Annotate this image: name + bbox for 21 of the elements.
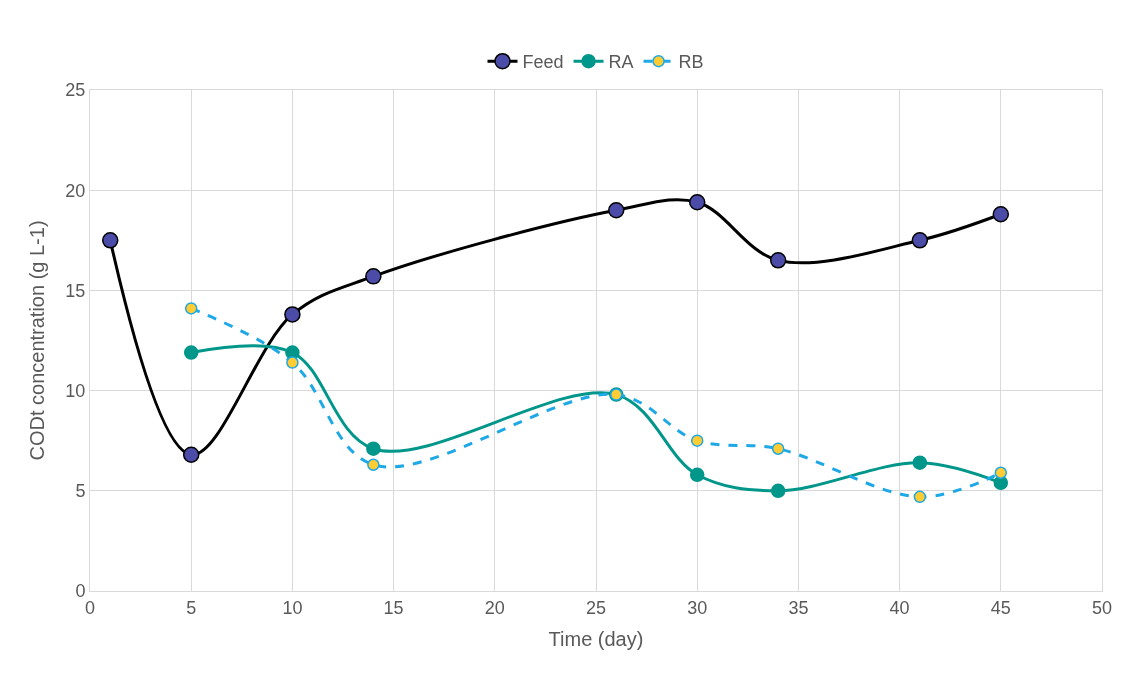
y-tick-label: 5	[75, 481, 86, 502]
legend-label: RB	[678, 52, 704, 73]
x-tick-label: 30	[687, 597, 708, 618]
x-tick-label: 10	[282, 597, 303, 618]
x-tick-label: 20	[484, 597, 505, 618]
y-tick-label: 10	[65, 380, 86, 401]
x-tick-label: 5	[186, 597, 197, 618]
x-tick-label: 35	[788, 597, 809, 618]
legend-label: RA	[608, 52, 634, 73]
x-tick-label: 50	[1091, 597, 1113, 618]
y-axis-title: CODt concentration (g L-1)	[25, 220, 48, 461]
x-tick-label: 25	[585, 597, 607, 618]
y-tick-label: 25	[65, 80, 86, 101]
x-tick-label: 15	[383, 597, 404, 618]
y-tick-label: 0	[75, 581, 86, 602]
y-tick-label: 20	[65, 180, 86, 201]
y-tick-label: 15	[65, 280, 86, 301]
x-tick-label: 45	[990, 597, 1011, 618]
x-tick-label: 40	[889, 597, 910, 618]
x-axis-title: Time (day)	[548, 628, 644, 651]
legend-label: Feed	[522, 52, 564, 73]
